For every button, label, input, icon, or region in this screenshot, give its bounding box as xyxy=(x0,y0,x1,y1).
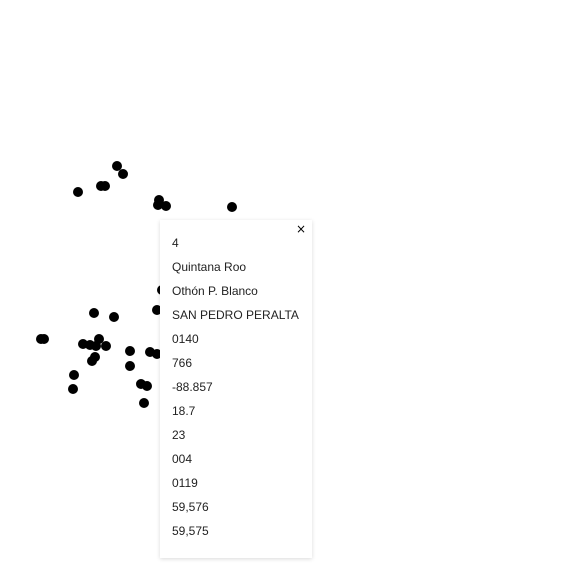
map-marker[interactable] xyxy=(109,312,119,322)
popup-field-count-b: 59,575 xyxy=(172,524,209,538)
popup-field-locality: SAN PEDRO PERALTA xyxy=(172,308,299,322)
popup-field-state-code: 23 xyxy=(172,428,186,442)
popup-field-state: Quintana Roo xyxy=(172,260,247,274)
popup-field-longitude: -88.857 xyxy=(172,380,213,394)
map-marker[interactable] xyxy=(100,181,110,191)
popup-field-value: 766 xyxy=(172,356,193,370)
close-icon[interactable]: × xyxy=(295,222,306,236)
map-marker[interactable] xyxy=(112,161,122,171)
popup-field-locality-code: 0140 xyxy=(172,332,199,346)
feature-info-popup: × 4 Quintana Roo Othón P. Blanco SAN PED… xyxy=(160,220,312,558)
map-marker[interactable] xyxy=(136,379,146,389)
map-marker[interactable] xyxy=(152,349,162,359)
map-marker[interactable] xyxy=(227,202,237,212)
popup-field-id: 4 xyxy=(172,236,179,250)
map-marker[interactable] xyxy=(139,398,149,408)
map-marker[interactable] xyxy=(161,201,171,211)
popup-field-municipality: Othón P. Blanco xyxy=(172,284,258,298)
map-marker[interactable] xyxy=(91,341,101,351)
map-marker[interactable] xyxy=(145,347,155,357)
map-marker[interactable] xyxy=(142,381,152,391)
map-marker[interactable] xyxy=(87,356,97,366)
map-marker[interactable] xyxy=(85,340,95,350)
map-marker[interactable] xyxy=(101,341,111,351)
popup-field-code: 0119 xyxy=(172,476,198,490)
popup-field-count-a: 59,576 xyxy=(172,500,209,514)
map-marker[interactable] xyxy=(73,187,83,197)
map-marker[interactable] xyxy=(125,361,135,371)
map-marker[interactable] xyxy=(68,384,78,394)
map-marker[interactable] xyxy=(89,308,99,318)
map-marker[interactable] xyxy=(125,346,135,356)
popup-field-latitude: 18.7 xyxy=(172,404,196,418)
map-marker[interactable] xyxy=(78,339,88,349)
map-marker[interactable] xyxy=(94,334,104,344)
popup-field-municipality-code: 004 xyxy=(172,452,193,466)
map-marker[interactable] xyxy=(69,370,79,380)
map-marker[interactable] xyxy=(39,334,49,344)
map-marker[interactable] xyxy=(118,169,128,179)
map-marker[interactable] xyxy=(152,305,162,315)
map-marker[interactable] xyxy=(153,200,163,210)
